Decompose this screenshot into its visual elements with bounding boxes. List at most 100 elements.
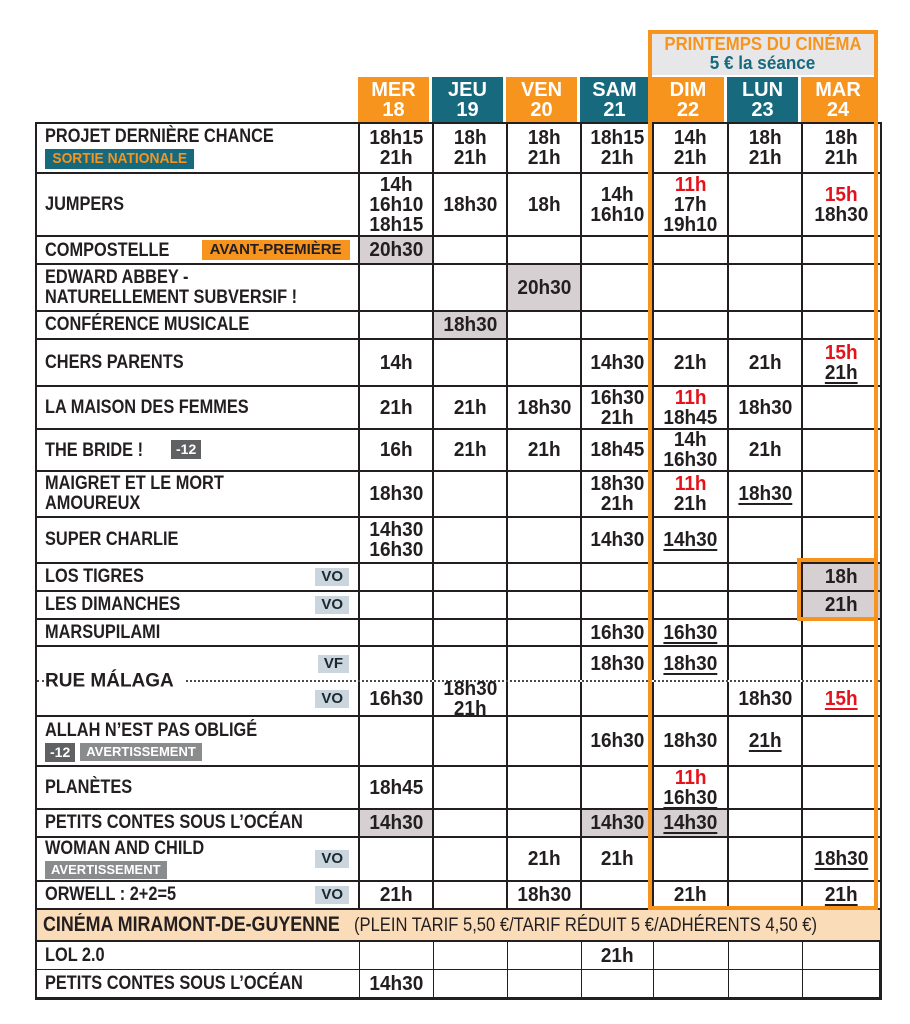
day-header-jeu-19: JEU 19 [432,77,503,122]
showtime: 18h30 [590,652,644,675]
showtime-cell [803,810,880,836]
showtime: 18h30 [663,652,718,675]
printemps-banner: PRINTEMPS DU CINÉMA 5 € la séance [652,33,874,75]
film-title-block: CONFÉRENCE MUSICALE [45,315,358,335]
showtime: 21h [674,493,707,515]
showtime-cell: 15h 21h [803,340,880,385]
showtime: 16h30 [369,539,423,561]
showtime-cell [803,942,880,969]
subrow-vo: VO 16h30 18h30 21h 18h30 15h [37,679,880,719]
film-title-spacer: VO [37,682,360,715]
showtime-cell: 16h30 [654,620,729,645]
badge-12: -12 [171,439,202,459]
showtime: 14h30 [369,519,423,541]
showtime: 16h10 [369,193,423,216]
showtime: 21h [600,848,634,870]
showtime-cell: 18h15 21h [582,124,654,172]
showtime-cell [508,592,582,618]
subrow-vf: VF 18h30 18h30 [37,647,880,682]
showtime-cell: 14h30 [582,518,654,562]
film-title-line: LES DIMANCHES [45,595,358,615]
showtime-cell [729,942,803,969]
film-title-line: CONFÉRENCE MUSICALE [45,315,358,335]
showtime-cell [360,647,434,680]
showtime-cell: 18h30 [803,838,880,880]
showtime: 14h30 [663,529,718,551]
showtime-cell: 18h45 [582,430,654,470]
film-title-block: LA MAISON DES FEMMES [45,398,358,418]
showtime-cell: 14h 16h10 18h15 [360,174,434,235]
showtime-cell: 21h [508,838,582,880]
film-title-block: LES DIMANCHES [45,595,358,615]
film-title: RUE MÁLAGA [45,669,184,693]
showtime-cell [434,767,508,808]
showtime-cell: 15h 18h30 [803,174,880,235]
film-title-cell: JUMPERS [37,174,360,235]
film-title-block: JUMPERS [45,195,358,215]
showtime: 16h10 [590,203,644,226]
showtime-cell: 18h30 [729,682,803,715]
showtime: 16h30 [369,687,423,710]
film-title-block: THE BRIDE ! -12 [45,439,358,461]
film-title: PETITS CONTES SOUS L’OCÉAN [45,972,303,994]
showtime-cell [582,564,654,590]
showtime-cell: 21h [654,340,729,385]
showtime: 21h [453,439,487,461]
badge-sortie-nationale: SORTIE NATIONALE [45,149,195,169]
showtime-cell: 21h [582,838,654,880]
film-row-conference-musicale: CONFÉRENCE MUSICALE 18h30 [37,312,880,340]
showtime-cell: 21h [803,592,880,618]
film-row-petits-contes-sous-l-ocean: PETITS CONTES SOUS L’OCÉAN 14h30 [37,970,880,998]
film-title-cell: PETITS CONTES SOUS L’OCÉAN [37,970,360,997]
showtime: 14h [379,173,413,196]
film-title-cell: EDWARD ABBEY - NATURELLEMENT SUBVERSIF ! [37,265,360,310]
showtime-cell [654,312,729,338]
film-title-line: AMOUREUX [45,494,358,514]
showtime: 18h30 [663,730,718,752]
showtime: 18h15 [369,213,423,236]
film-title-cell: CONFÉRENCE MUSICALE [37,312,360,338]
showtime: 21h [674,884,707,906]
film-title-line: NATURELLEMENT SUBVERSIF ! [45,288,358,308]
showtime: 18h30 [369,483,423,505]
showtime-cell: 18h30 [654,717,729,765]
film-title: PROJET DERNIÈRE CHANCE [45,126,274,147]
film-row-chers-parents: CHERS PARENTS 14h 14h30 21h 21h 15h 21h [37,340,880,387]
film-badges: AVERTISSEMENT [45,861,358,879]
showtime: 16h30 [663,786,718,809]
showtime-cell [729,237,803,263]
showtime-cell [360,942,434,969]
showtime: 14h [674,127,707,149]
film-title-block: MARSUPILAMI [45,623,358,643]
badge-vo: VO [315,886,349,904]
showtime-cell [508,682,582,715]
showtime-cell: 18h30 [729,472,803,516]
showtime: 15h [825,341,858,364]
showtime-cell: 11h 17h 19h10 [654,174,729,235]
showtime: 18h45 [590,439,644,461]
showtime-cell [582,312,654,338]
showtime: 18h45 [369,776,423,799]
showtime-cell [803,767,880,808]
film-title: EDWARD ABBEY - [45,266,189,288]
showtime-cell [508,620,582,645]
showtime-cell [434,717,508,765]
film-title-block: CHERS PARENTS [45,353,358,373]
showtime-cell [508,810,582,836]
film-title: LOS TIGRES [45,566,144,587]
showtime-cell [434,810,508,836]
showtime-cell [729,882,803,908]
film-title: PLANÈTES [45,776,133,798]
film-title-block: ALLAH N’EST PAS OBLIGÉ -12 AVERTISSEMENT [45,721,358,762]
showtime-cell: 18h30 [654,647,729,680]
showtime-cell: 21h [729,717,803,765]
section-title: CINÉMA MIRAMONT-DE-GUYENNE [43,913,340,936]
showtime-cell: 21h [803,882,880,908]
film-row-compostelle: COMPOSTELLE AVANT-PREMIÈRE 20h30 [37,237,880,265]
showtime-cell: 21h [360,387,434,428]
showtime: 18h30 [443,314,497,336]
showtime-cell [803,312,880,338]
day-number: 20 [530,98,553,121]
showtime-cell: 18h30 [508,882,582,908]
showtime: 18h30 [814,203,869,226]
